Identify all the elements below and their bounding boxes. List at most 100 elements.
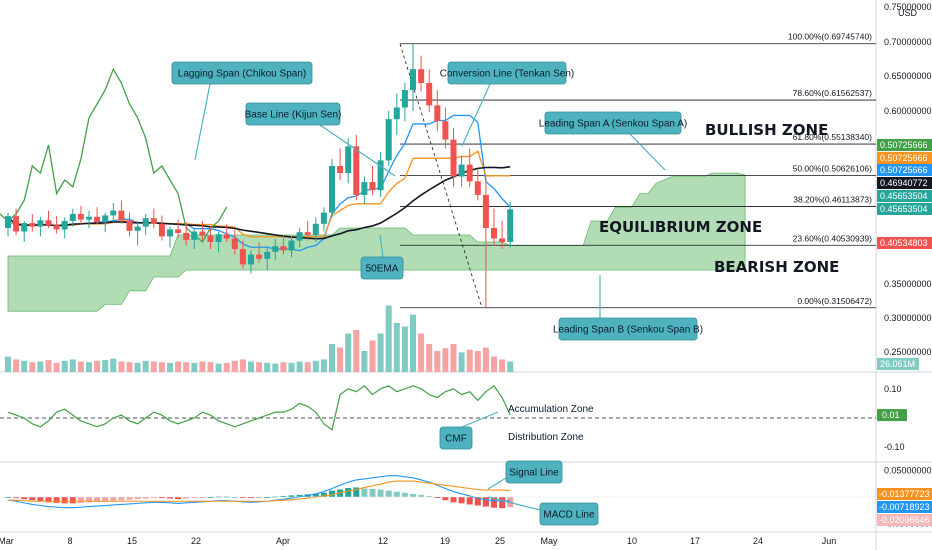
candle-body (69, 214, 76, 221)
cmf-callout-box (439, 426, 473, 450)
price-badge (877, 152, 932, 164)
volume-bar (199, 361, 206, 372)
candle-body (426, 83, 433, 106)
candle-body (288, 240, 295, 251)
volume-bar (13, 359, 20, 372)
volume-bar (458, 352, 465, 372)
macd-histogram-bar (385, 490, 392, 497)
candle-body (304, 232, 311, 235)
volume-bar (312, 360, 319, 372)
macd-histogram-bar (264, 497, 271, 498)
spanB-callout-label: Leading Span B (Senkou Span B) (553, 325, 703, 336)
fib-label: 0.00%(0.31506472) (797, 296, 872, 306)
price-badge-text: 0.46940772 (880, 178, 928, 188)
bearish-zone-label: BEARISH ZONE (714, 258, 839, 276)
macd-histogram-bar (53, 497, 60, 503)
candle-body (272, 246, 279, 252)
cmf-callout-label: CMF (445, 434, 467, 445)
volume-bar (86, 362, 92, 372)
volume-bar (296, 361, 303, 372)
candle-body (231, 238, 238, 249)
macd-histogram-bar (94, 497, 101, 502)
spanA-callout-pointer (629, 133, 666, 171)
fib-label: 78.60%(0.61562537) (793, 88, 873, 98)
ema-callout-box (360, 256, 404, 280)
macd-histogram-bar (239, 497, 246, 498)
macd-histogram-bar (21, 497, 28, 500)
lagging-callout-pointer (194, 83, 211, 161)
candle-body (401, 90, 408, 108)
base-callout-label: Base Line (Kijun Sen) (245, 110, 342, 121)
price-tick-label: 0.70000000 (884, 37, 932, 47)
time-tick-label: Mar (0, 536, 14, 546)
candle-body (248, 254, 254, 265)
volume-bar (126, 362, 133, 372)
candle-body (37, 220, 44, 227)
candle-body (474, 181, 481, 195)
volume-bar (474, 351, 481, 372)
volume-bar (77, 361, 84, 372)
volume-bar (499, 359, 506, 372)
candle-body (458, 164, 465, 177)
macd-histogram-bar (450, 497, 457, 503)
volume-bar (410, 314, 416, 372)
macd-histogram-bar (256, 497, 263, 498)
volume-bar (450, 344, 457, 372)
macd-histogram-bar (118, 497, 125, 501)
candle-body (337, 166, 344, 173)
macd-histogram-bar (482, 497, 489, 507)
volume-bar (361, 351, 368, 372)
candle-body (150, 218, 157, 224)
macd-histogram-bar (280, 495, 287, 497)
macd-histogram-bar (296, 494, 303, 497)
volume-bar (239, 359, 246, 372)
volume-bar (167, 362, 173, 372)
candle-body (239, 249, 246, 265)
macd-histogram-bar (86, 497, 92, 503)
currency-label: USD (898, 8, 918, 18)
time-tick-label: Apr (276, 536, 290, 546)
zone-labels: BULLISH ZONE EQUILIBRIUM ZONE BEARISH ZONE… (508, 121, 839, 443)
accumulation-zone-label: Accumulation Zone (508, 404, 594, 415)
candle-body (45, 220, 52, 226)
volume-bar (175, 361, 182, 372)
candle-body (482, 194, 489, 228)
price-badge (877, 190, 932, 202)
price-badge (877, 164, 932, 176)
candle-body (29, 223, 36, 227)
price-badge-text: 0.45653504 (880, 204, 928, 214)
callouts: Lagging Span (Chikou Span) Base Line (Kij… (171, 61, 703, 526)
price-tick-label: 0.60000000 (884, 106, 932, 116)
base-callout-box (245, 102, 341, 126)
volume-bar (272, 363, 279, 372)
macd-callout-box (539, 502, 599, 526)
macd-histogram-bar (5, 497, 11, 498)
candle-body (118, 210, 125, 221)
macd-histogram-bar (13, 497, 20, 499)
macd-histogram-bar (434, 497, 441, 499)
candle-body (345, 146, 352, 173)
volume-bar (53, 362, 60, 372)
candle-body (393, 107, 400, 120)
macd-callout-pointer (487, 496, 541, 511)
cmf-tick-label: -0.10 (884, 442, 905, 452)
macd-histogram-bar (134, 497, 141, 500)
volume-bar (385, 305, 392, 372)
candle-body (126, 220, 133, 231)
candle-body (21, 223, 28, 232)
fib-label: 23.60%(0.40530939) (793, 233, 873, 243)
volume-bar (466, 349, 473, 372)
volume-bar (337, 347, 344, 372)
macd-histogram-bar (183, 497, 190, 499)
time-tick-label: 15 (127, 536, 137, 546)
macd-histogram-bar (458, 497, 465, 504)
candle-body (183, 232, 190, 240)
volume-bar (320, 359, 327, 372)
time-axis: Mar 8 15 22 Apr 12 19 25 May 10 17 24 Jun (0, 536, 836, 546)
candle-body (13, 216, 20, 232)
macd-histogram-bar (158, 497, 165, 499)
signal-callout-pointer (487, 477, 507, 490)
distribution-zone-label: Distribution Zone (508, 432, 584, 443)
volume-bar (288, 362, 295, 372)
